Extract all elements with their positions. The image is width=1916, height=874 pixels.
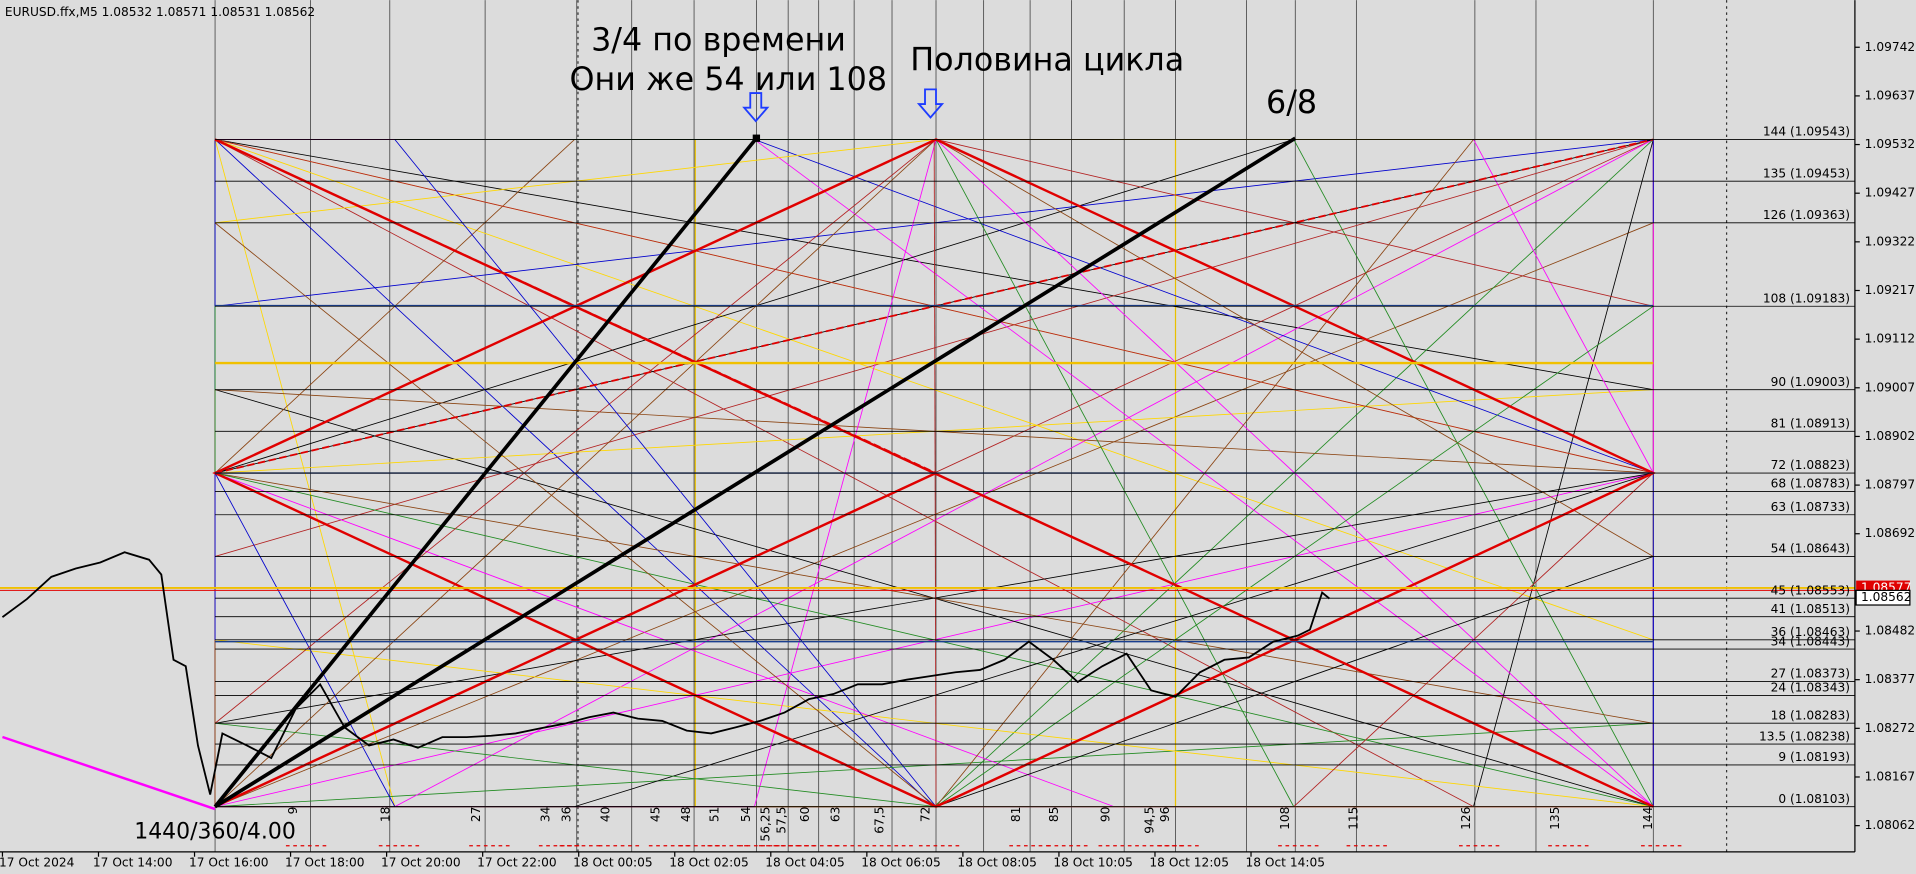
time-label: 17 Oct 14:00 bbox=[93, 855, 173, 869]
level-label: 36 (1.08463) bbox=[1771, 625, 1850, 639]
time-label: 17 Oct 2024 bbox=[0, 855, 75, 869]
price-tick-label: 1.08377 bbox=[1865, 672, 1915, 686]
level-label: 108 (1.09183) bbox=[1763, 291, 1850, 305]
price-tick-label: 1.09427 bbox=[1865, 186, 1915, 200]
gann-mark: 126 bbox=[1459, 807, 1473, 830]
gann-mark: 51 bbox=[707, 807, 721, 823]
gann-mark: 60 bbox=[798, 807, 812, 823]
price-tick-label: 1.09532 bbox=[1865, 137, 1915, 151]
level-label: 41 (1.08513) bbox=[1771, 602, 1850, 616]
current-price-label: 1.08562 bbox=[1861, 590, 1911, 604]
annotation: 3/4 по времени bbox=[591, 23, 846, 59]
price-tick-label: 1.09637 bbox=[1865, 88, 1915, 102]
price-tick-label: 1.09742 bbox=[1865, 40, 1915, 54]
price-tick-label: 1.08062 bbox=[1865, 818, 1915, 832]
gann-mark: 34 bbox=[539, 806, 553, 822]
gann-mark: 9 bbox=[286, 807, 300, 815]
header: EURUSD.ffx,M5 1.08532 1.08571 1.08531 1.… bbox=[5, 5, 315, 19]
annotation: Они же 54 или 108 bbox=[569, 62, 887, 98]
price-tick-label: 1.09217 bbox=[1865, 283, 1915, 297]
gann-mark: 40 bbox=[599, 807, 613, 823]
gann-mark: 81 bbox=[1009, 807, 1023, 823]
gann-mark: 18 bbox=[379, 807, 393, 823]
time-label: 18 Oct 14:05 bbox=[1245, 855, 1325, 869]
time-label: 18 Oct 04:05 bbox=[765, 855, 845, 869]
level-label: 13.5 (1.08238) bbox=[1759, 729, 1850, 743]
gann-mark: 48 bbox=[679, 807, 693, 823]
price-tick-label: 1.09322 bbox=[1865, 234, 1915, 248]
level-label: 54 (1.08643) bbox=[1771, 542, 1850, 556]
annotation: Половина цикла bbox=[910, 42, 1184, 78]
time-label: 17 Oct 16:00 bbox=[189, 855, 269, 869]
arrow bbox=[916, 88, 945, 119]
marker bbox=[752, 134, 761, 142]
gann-mark: 108 bbox=[1278, 807, 1292, 830]
fan-line bbox=[935, 139, 1654, 557]
level-label: 45 (1.08553) bbox=[1771, 583, 1850, 597]
gann-mark: 85 bbox=[1047, 807, 1061, 823]
annotation: 6/8 bbox=[1266, 85, 1317, 121]
level-label: 34 (1.08443) bbox=[1771, 634, 1850, 648]
gann-mark: 63 bbox=[828, 807, 842, 823]
gann-mark: 67,5 bbox=[872, 807, 886, 834]
time-label: 18 Oct 06:05 bbox=[861, 855, 941, 869]
arrow bbox=[742, 92, 770, 123]
magenta-line bbox=[2, 735, 216, 811]
gann-mark: 144 bbox=[1641, 806, 1655, 830]
level-label: 72 (1.08823) bbox=[1771, 458, 1850, 472]
level-label: 18 (1.08283) bbox=[1771, 708, 1850, 722]
price-tick-label: 1.08902 bbox=[1865, 429, 1915, 443]
gann-mark: 27 bbox=[469, 807, 483, 823]
price-tick-label: 1.08692 bbox=[1865, 526, 1915, 540]
time-label: 18 Oct 08:05 bbox=[957, 855, 1037, 869]
gann-mark: 45 bbox=[649, 807, 663, 823]
price-tick-label: 1.09112 bbox=[1865, 332, 1915, 346]
gann-mark: 90 bbox=[1098, 807, 1112, 823]
price-tick-label: 1.08272 bbox=[1865, 721, 1915, 735]
level-label: 90 (1.09003) bbox=[1771, 375, 1850, 389]
price-tick-label: 1.08167 bbox=[1865, 769, 1915, 783]
level-label: 144 (1.09543) bbox=[1763, 125, 1850, 139]
gann-mark: 135 bbox=[1548, 807, 1562, 830]
level-label: 68 (1.08783) bbox=[1771, 477, 1850, 491]
gann-mark: 94,5 bbox=[1142, 807, 1156, 834]
gann-mark: 54 bbox=[739, 806, 753, 822]
level-label: 81 (1.08913) bbox=[1771, 417, 1850, 431]
fan-line bbox=[214, 139, 1654, 557]
time-label: 17 Oct 20:00 bbox=[381, 855, 461, 869]
current-price-box bbox=[1855, 589, 1911, 606]
time-label: 18 Oct 02:05 bbox=[669, 855, 749, 869]
level-label: 135 (1.09453) bbox=[1763, 166, 1850, 180]
gann-mark: 72 bbox=[919, 807, 933, 823]
level-label: 63 (1.08733) bbox=[1771, 500, 1850, 514]
level-label: 0 (1.08103) bbox=[1778, 792, 1850, 806]
price-tick-label: 1.08797 bbox=[1865, 478, 1915, 492]
time-label: 17 Oct 18:00 bbox=[285, 855, 365, 869]
price-line bbox=[1, 551, 1331, 795]
gann-mark: 57,5 bbox=[775, 807, 789, 834]
gann-mark: 96 bbox=[1158, 807, 1172, 823]
gann-mark: 36 bbox=[559, 807, 573, 823]
level-label: 27 (1.08373) bbox=[1771, 667, 1850, 681]
gann-mark: 56,25 bbox=[759, 807, 773, 842]
gann-mark: 115 bbox=[1346, 807, 1360, 830]
price-tick-label: 1.08482 bbox=[1865, 624, 1915, 638]
annotation: 1440/360/4.00 bbox=[134, 819, 296, 844]
time-label: 18 Oct 12:05 bbox=[1149, 855, 1229, 869]
time-label: 17 Oct 22:00 bbox=[477, 855, 557, 869]
level-label: 24 (1.08343) bbox=[1771, 681, 1850, 695]
time-label: 18 Oct 10:05 bbox=[1053, 855, 1133, 869]
level-label: 9 (1.08193) bbox=[1778, 750, 1850, 764]
price-tick-label: 1.09007 bbox=[1865, 380, 1915, 394]
time-label: 18 Oct 00:05 bbox=[573, 855, 653, 869]
level-label: 126 (1.09363) bbox=[1763, 208, 1850, 222]
